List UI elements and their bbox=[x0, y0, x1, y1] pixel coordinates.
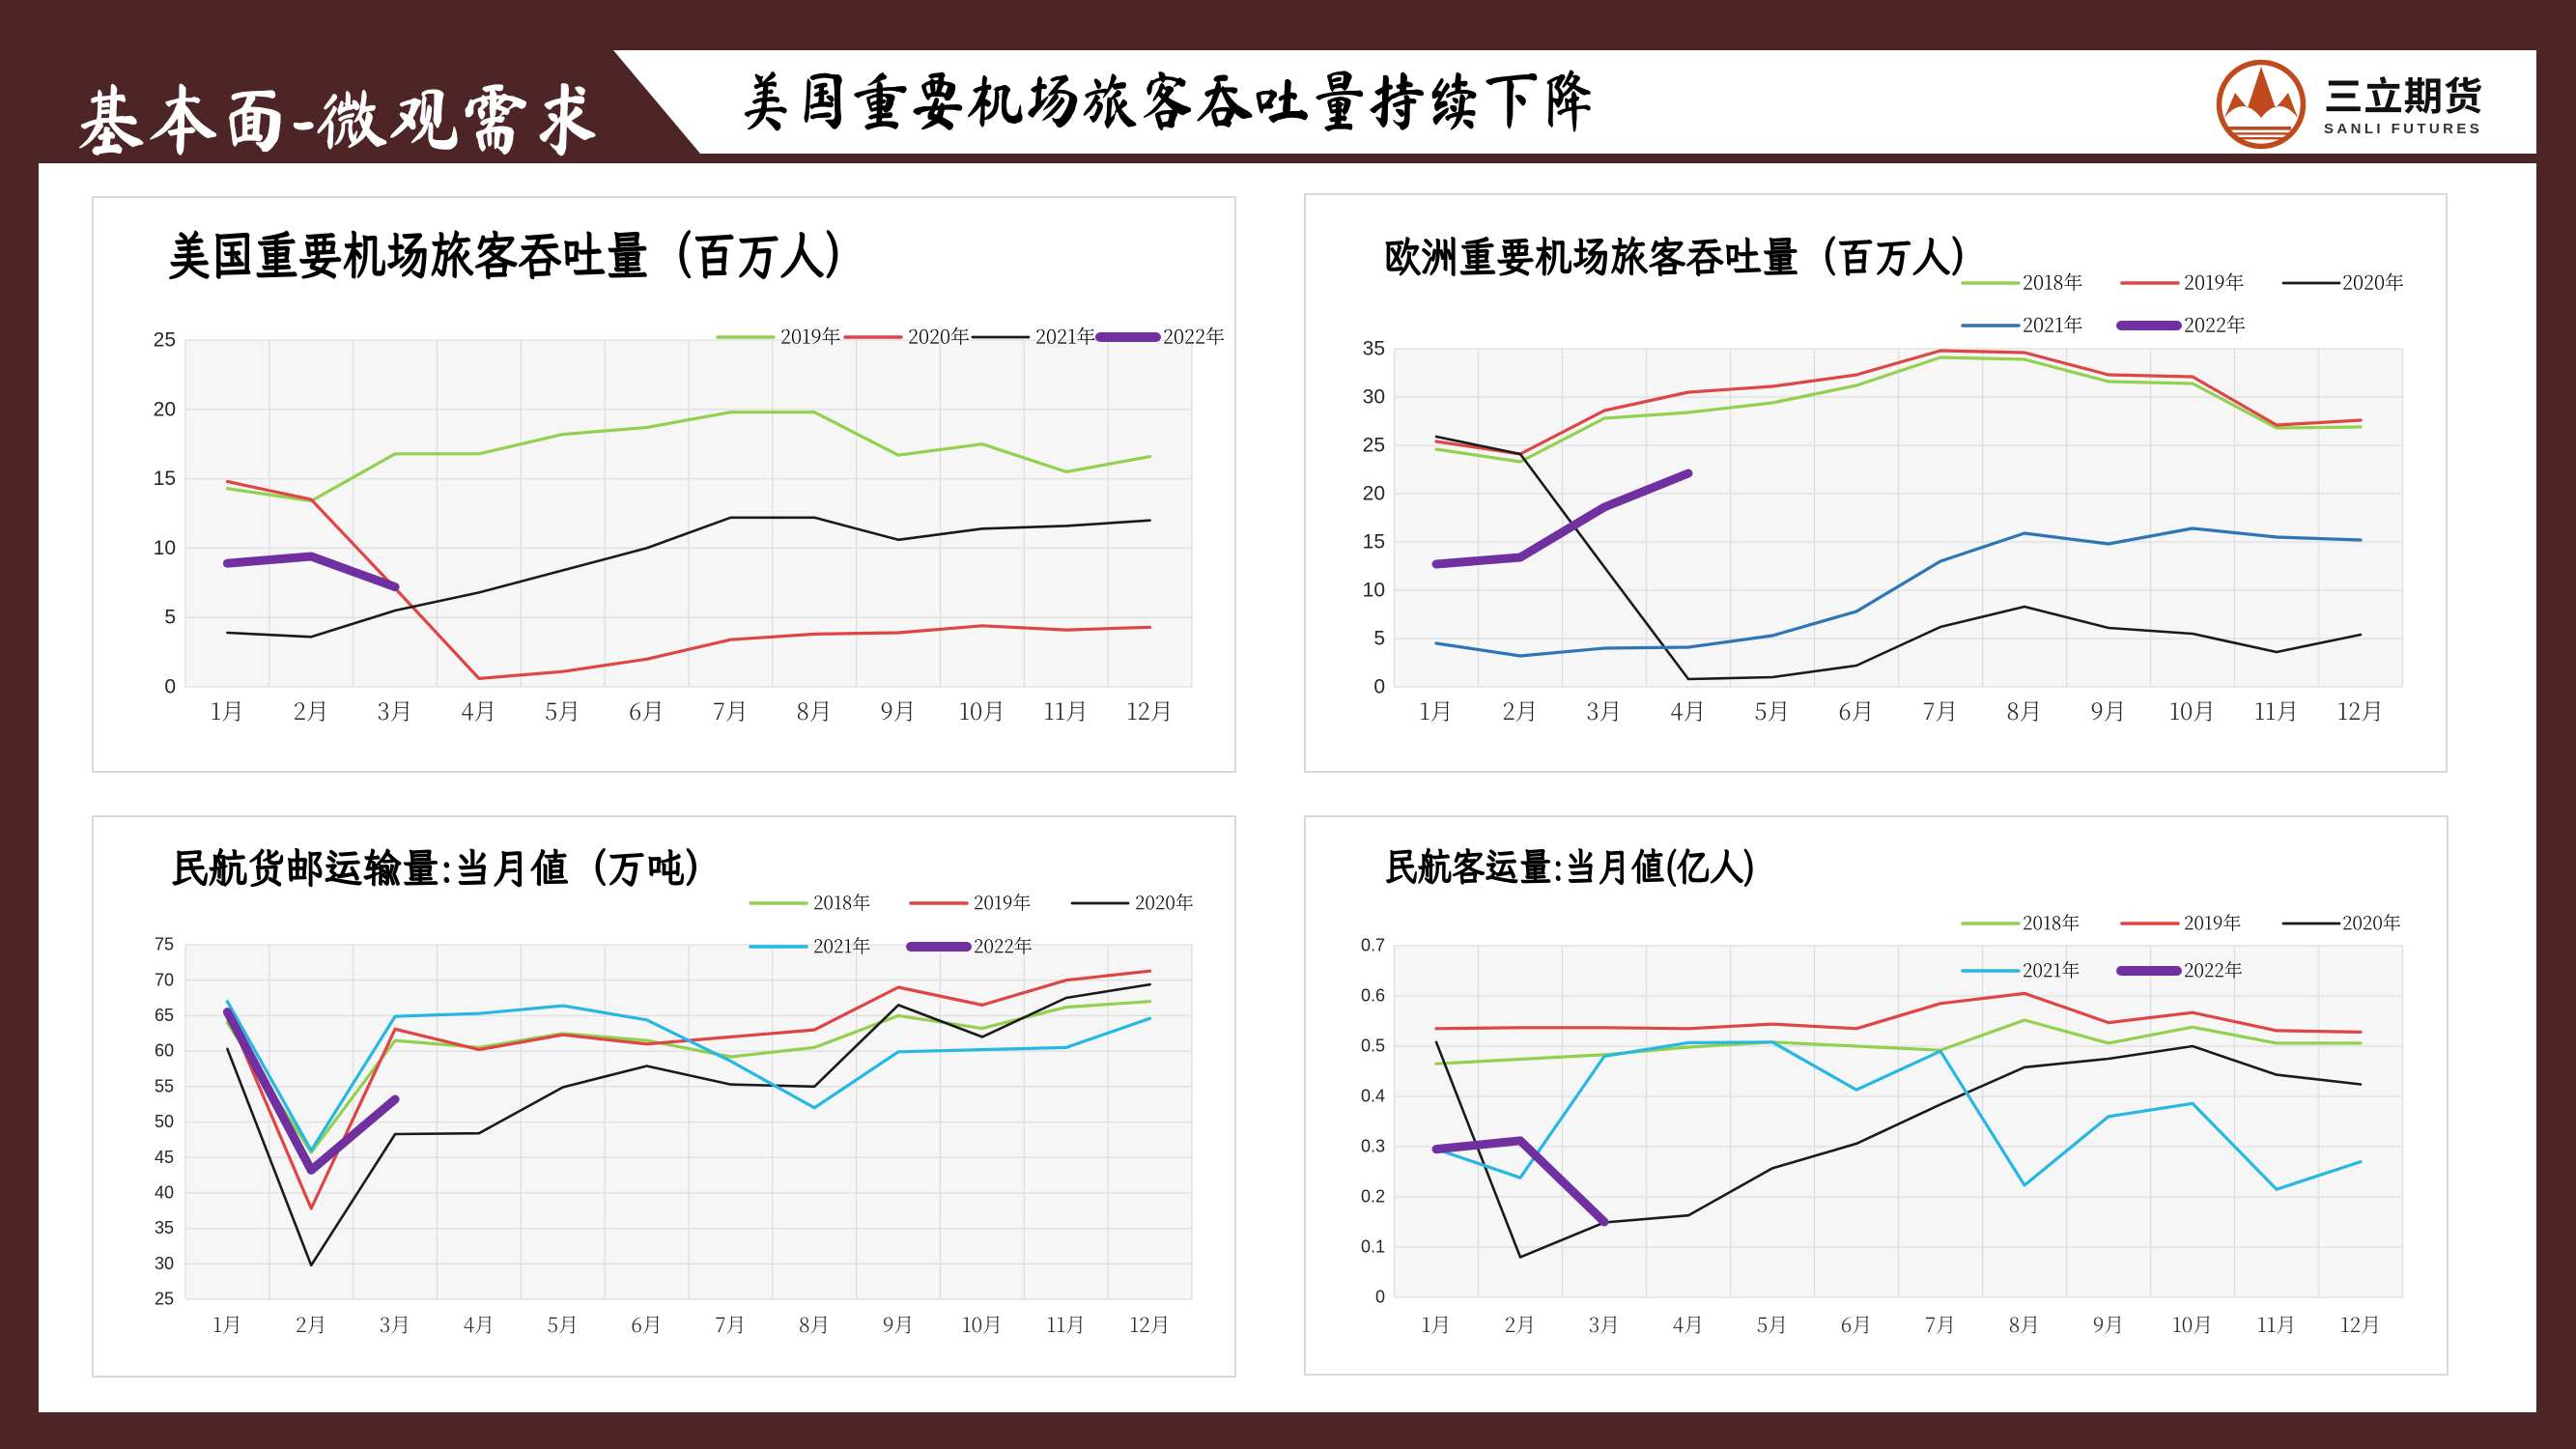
svg-text:0.7: 0.7 bbox=[1361, 936, 1385, 955]
svg-text:40: 40 bbox=[155, 1183, 174, 1203]
svg-text:45: 45 bbox=[155, 1148, 174, 1167]
svg-text:0: 0 bbox=[1375, 1288, 1385, 1307]
svg-text:0.1: 0.1 bbox=[1361, 1237, 1385, 1257]
svg-text:60: 60 bbox=[155, 1041, 174, 1061]
svg-text:50: 50 bbox=[155, 1112, 174, 1131]
svg-text:75: 75 bbox=[155, 935, 174, 954]
svg-text:65: 65 bbox=[155, 1006, 174, 1025]
svg-text:0.4: 0.4 bbox=[1361, 1087, 1385, 1106]
svg-text:0.6: 0.6 bbox=[1361, 986, 1385, 1006]
svg-text:20: 20 bbox=[1363, 483, 1385, 505]
svg-text:35: 35 bbox=[1363, 338, 1385, 360]
svg-text:0: 0 bbox=[1373, 676, 1385, 698]
svg-text:0: 0 bbox=[164, 676, 176, 698]
svg-text:10: 10 bbox=[154, 537, 176, 559]
svg-text:70: 70 bbox=[155, 970, 174, 989]
svg-text:0.5: 0.5 bbox=[1361, 1037, 1385, 1056]
svg-text:10: 10 bbox=[1363, 580, 1385, 602]
svg-text:25: 25 bbox=[155, 1290, 174, 1309]
svg-text:5: 5 bbox=[1373, 628, 1385, 650]
svg-text:0.2: 0.2 bbox=[1361, 1187, 1385, 1207]
svg-text:35: 35 bbox=[155, 1218, 174, 1237]
svg-text:5: 5 bbox=[164, 607, 176, 629]
svg-text:0.3: 0.3 bbox=[1361, 1137, 1385, 1156]
svg-text:20: 20 bbox=[154, 398, 176, 420]
svg-text:SANLI FUTURES: SANLI FUTURES bbox=[2324, 121, 2482, 137]
svg-text:30: 30 bbox=[155, 1254, 174, 1273]
svg-text:30: 30 bbox=[1363, 386, 1385, 409]
svg-text:15: 15 bbox=[1363, 531, 1385, 554]
svg-text:55: 55 bbox=[155, 1076, 174, 1095]
svg-text:25: 25 bbox=[154, 329, 176, 352]
svg-text:25: 25 bbox=[1363, 435, 1385, 457]
svg-text:15: 15 bbox=[154, 468, 176, 490]
